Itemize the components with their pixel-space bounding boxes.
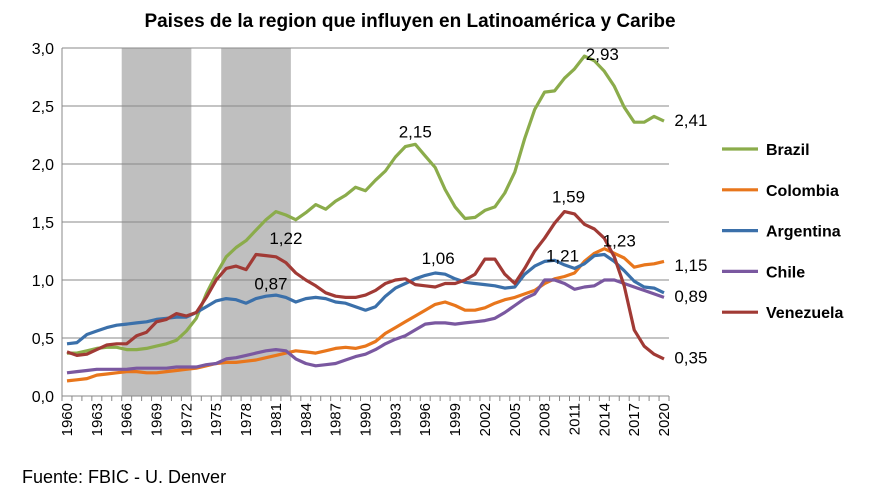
legend-label-argentina: Argentina: [766, 224, 841, 241]
x-tick-label: 2005: [507, 403, 524, 436]
x-tick-label: 1996: [417, 403, 434, 436]
x-tick-label: 1960: [59, 403, 76, 436]
data-label: 1,23: [603, 232, 636, 251]
data-label: 1,06: [422, 249, 455, 268]
data-label: 2,93: [586, 45, 619, 64]
data-label: 2,15: [399, 123, 432, 142]
y-tick-label: 1,5: [32, 215, 54, 232]
series-line-brazil: [67, 54, 665, 355]
x-tick-label: 1963: [89, 403, 106, 436]
x-tick-label: 1966: [119, 403, 136, 436]
series-line-chile: [66, 278, 665, 375]
legend-label-brazil: Brazil: [766, 142, 810, 159]
x-tick-label: 1999: [447, 403, 464, 436]
data-label: 1,22: [269, 229, 302, 248]
chart-title: Paises de la region que influyen en Lati…: [144, 11, 675, 32]
y-tick-label: 3,0: [32, 41, 54, 58]
data-label: 0,35: [674, 349, 707, 368]
y-tick-label: 0,5: [32, 331, 54, 348]
source-note: Fuente: FBIC - U. Denver: [22, 467, 226, 487]
data-label: 0,87: [254, 274, 287, 293]
data-label: 0,89: [674, 287, 707, 306]
x-tick-label: 2017: [626, 403, 643, 436]
x-tick-label: 1987: [328, 403, 345, 436]
x-tick-label: 1969: [149, 403, 166, 436]
data-label: 1,59: [552, 187, 585, 206]
x-tick-label: 2011: [566, 403, 583, 435]
x-tick-label: 1993: [387, 403, 404, 436]
data-label: 1,21: [546, 247, 579, 266]
x-tick-label: 2002: [477, 403, 494, 436]
y-tick-label: 0,0: [32, 389, 54, 406]
x-tick-label: 1984: [298, 403, 315, 436]
legend-label-colombia: Colombia: [766, 183, 839, 200]
data-label: 1,15: [674, 256, 707, 275]
x-tick-label: 2020: [656, 403, 673, 436]
x-tick-label: 1975: [208, 403, 225, 436]
x-tick-label: 2008: [537, 403, 554, 436]
y-tick-label: 2,0: [32, 157, 54, 174]
series-line-colombia: [66, 247, 665, 383]
legend-label-venezuela: Venezuela: [766, 305, 843, 322]
x-tick-label: 1972: [178, 403, 195, 436]
x-tick-label: 1981: [268, 403, 285, 436]
y-tick-label: 2,5: [32, 99, 54, 116]
x-tick-label: 1978: [238, 403, 255, 436]
legend: Brazil Colombia Argentina Chile Venezuela: [722, 142, 843, 322]
data-label: 2,41: [674, 111, 707, 130]
legend-label-chile: Chile: [766, 264, 805, 281]
series-line-venezuela: [66, 210, 665, 361]
y-tick-label: 1,0: [32, 273, 54, 290]
x-tick-label: 1990: [358, 403, 375, 436]
x-tick-label: 2014: [596, 403, 613, 436]
